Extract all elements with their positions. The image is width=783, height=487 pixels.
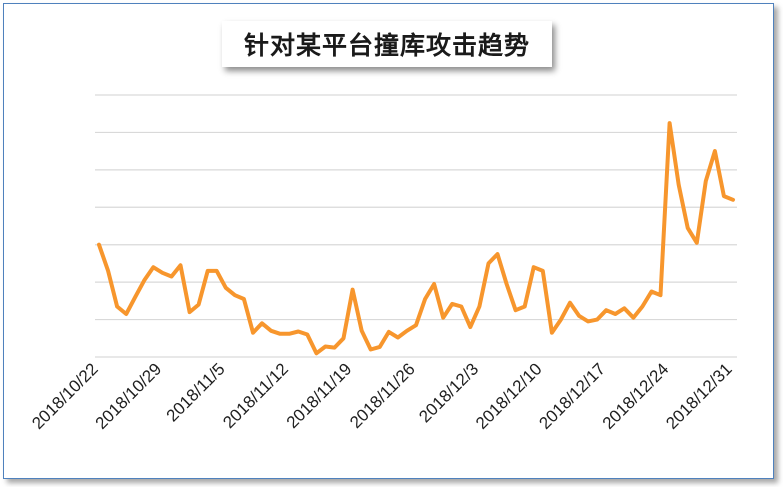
x-tick-label: 2018/12/24 (599, 359, 673, 433)
x-tick-label: 2018/11/19 (283, 359, 356, 432)
x-tick-label: 2018/11/5 (163, 359, 229, 425)
x-tick-label: 2018/10/22 (28, 359, 102, 433)
x-axis-tick-labels: 2018/10/222018/10/292018/11/52018/11/122… (28, 359, 736, 433)
x-tick-label: 2018/12/31 (662, 359, 736, 433)
chart-title: 针对某平台撞库攻击趋势 (243, 31, 530, 60)
chart-frame (3, 3, 774, 479)
series-group (97, 121, 735, 356)
chart-title-box: 针对某平台撞库攻击趋势 (222, 21, 552, 67)
x-tick-label: 2018/12/3 (415, 359, 482, 426)
gridlines (95, 94, 737, 358)
x-tick-label: 2018/12/10 (472, 359, 546, 433)
x-tick-label: 2018/10/29 (92, 359, 166, 433)
x-tick-label: 2018/12/17 (535, 359, 609, 433)
x-tick-label: 2018/11/26 (346, 359, 419, 432)
x-tick-label: 2018/11/12 (219, 359, 292, 432)
series-line (97, 121, 735, 356)
